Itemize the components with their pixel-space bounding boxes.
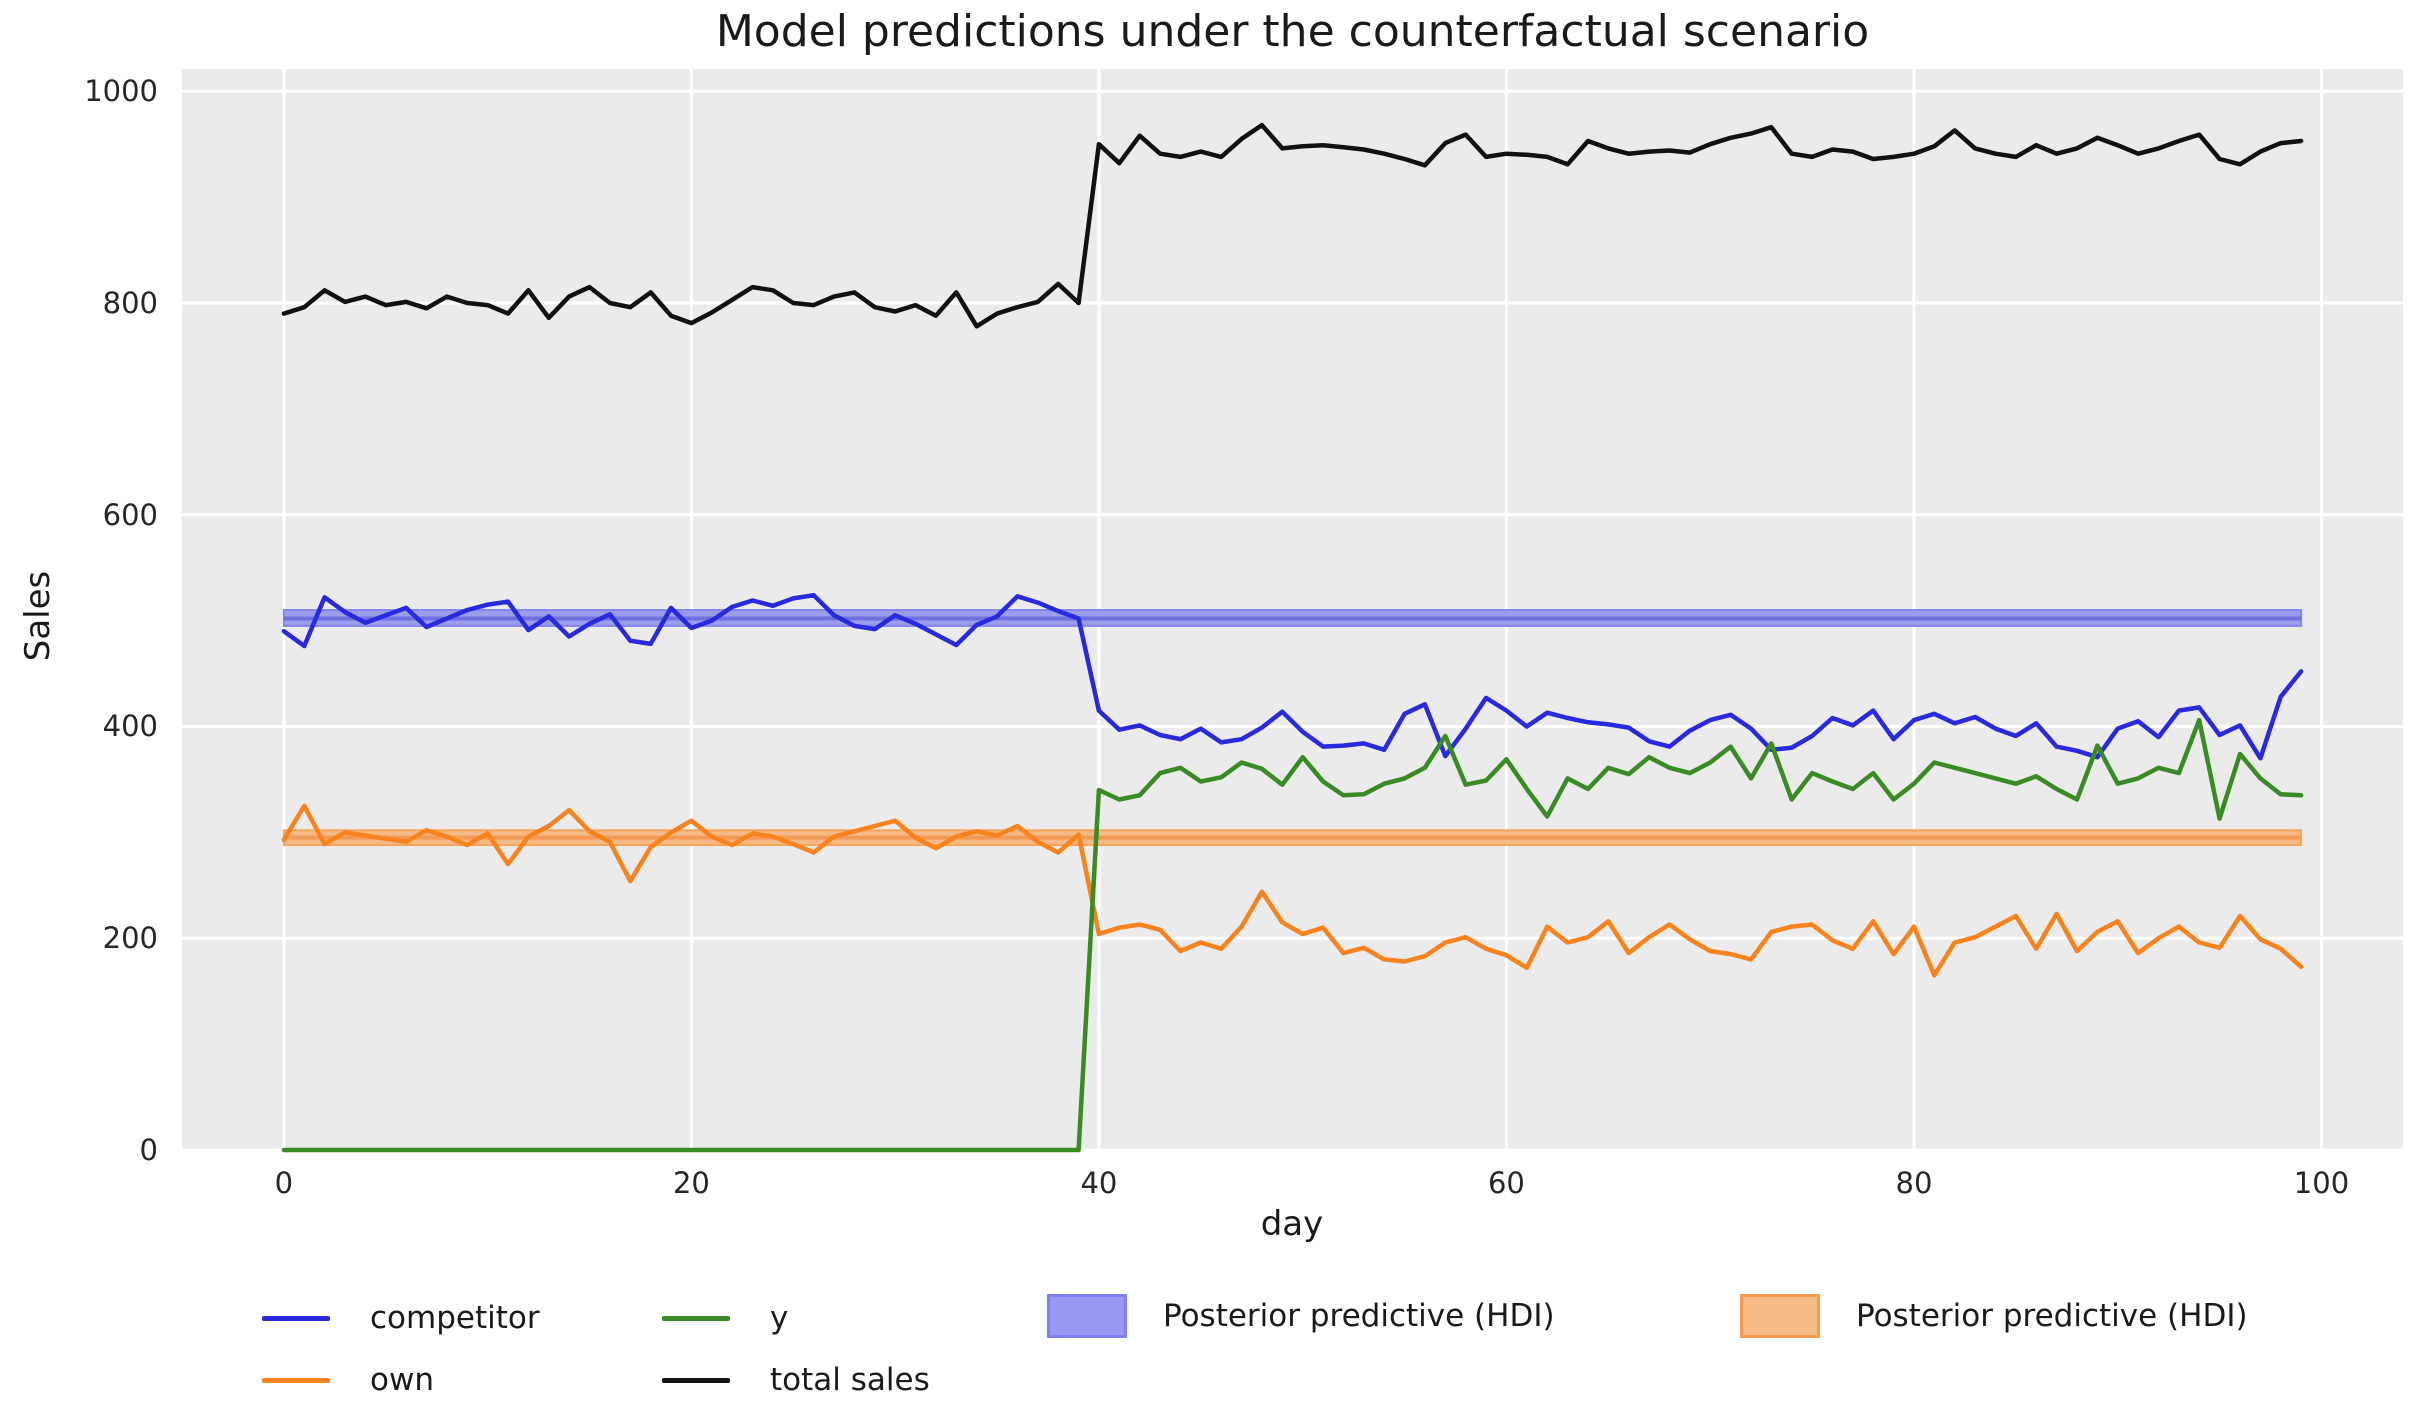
legend-line-marker-own	[262, 1377, 330, 1383]
series-line-own	[281, 803, 2304, 978]
y-axis-label: Sales	[18, 570, 58, 662]
legend-item-y: y	[662, 1295, 788, 1341]
y-tick-label-1000: 1000	[84, 74, 158, 109]
x-axis-label: day	[1260, 1204, 1324, 1244]
series-line-y	[281, 717, 2304, 1153]
legend-item-competitor: competitor	[262, 1295, 540, 1341]
legend-patch-marker-hdi-blue	[1047, 1294, 1127, 1338]
chart-title: Model predictions under the counterfactu…	[715, 6, 1870, 57]
legend-label-total-sales: total sales	[770, 1362, 930, 1398]
y-tick-label-0: 0	[139, 1133, 158, 1167]
x-tick-label-20: 20	[672, 1166, 710, 1200]
x-tick-label-80: 80	[1895, 1166, 1933, 1200]
y-tick-label-200: 200	[102, 921, 158, 956]
legend-item-own: own	[262, 1357, 434, 1403]
y-tick-label-800: 800	[102, 285, 158, 320]
y-tick-label-600: 600	[102, 497, 158, 532]
x-tick-label-40: 40	[1080, 1166, 1118, 1200]
legend-label-hdi-orange: Posterior predictive (HDI)	[1856, 1298, 2248, 1334]
x-tick-label-60: 60	[1487, 1166, 1525, 1200]
legend-line-marker-y	[662, 1315, 730, 1321]
legend-patch-marker-hdi-orange	[1740, 1294, 1820, 1338]
legend-item-hdi-orange: Posterior predictive (HDI)	[1740, 1293, 2248, 1339]
x-tick-label-100: 100	[2293, 1166, 2350, 1200]
legend-line-marker-total-sales	[662, 1377, 730, 1383]
legend-label-competitor: competitor	[370, 1300, 540, 1336]
legend-label-y: y	[770, 1300, 789, 1336]
legend-label-own: own	[370, 1362, 434, 1398]
plot-area	[182, 69, 2403, 1153]
x-tick-label-0: 0	[274, 1166, 294, 1200]
legend-line-marker-competitor	[262, 1315, 330, 1321]
series-line-competitor	[281, 592, 2304, 761]
legend-item-hdi-blue: Posterior predictive (HDI)	[1047, 1293, 1555, 1339]
legend-label-hdi-blue: Posterior predictive (HDI)	[1163, 1298, 1555, 1334]
legend-item-total-sales: total sales	[662, 1357, 930, 1403]
series-line-total-sales	[281, 122, 2304, 329]
chart-canvas	[182, 69, 2403, 1153]
y-tick-label-400: 400	[102, 709, 158, 744]
